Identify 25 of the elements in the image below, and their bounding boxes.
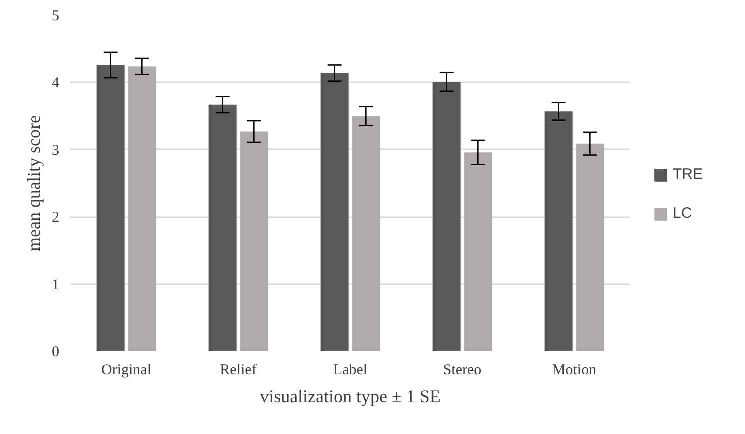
y-tick-label: 2 [52,210,60,226]
x-tick-label: Relief [220,362,257,378]
bar [544,112,573,352]
bar [352,116,380,352]
y-tick-label: 5 [52,8,60,24]
y-tick-label: 4 [52,76,60,92]
x-tick-label: Original [102,362,152,378]
bar [576,144,604,352]
y-axis-title: mean quality score [24,116,44,252]
bar [432,82,461,352]
bar [240,132,268,352]
y-tick-label: 3 [52,142,60,159]
legend-label: TRE [673,166,703,183]
x-tick-label: Label [333,362,368,378]
bar [208,104,237,352]
bar [320,73,349,352]
x-tick-label: Motion [552,362,598,378]
bar [128,66,156,352]
x-axis-title: visualization type ± 1 SE [260,386,441,406]
legend-label: LC [673,205,693,222]
bar [464,152,492,352]
bar [96,65,125,352]
x-tick-label: Stereo [443,362,482,378]
y-tick-label: 0 [52,344,60,360]
y-tick-label: 1 [52,277,60,294]
